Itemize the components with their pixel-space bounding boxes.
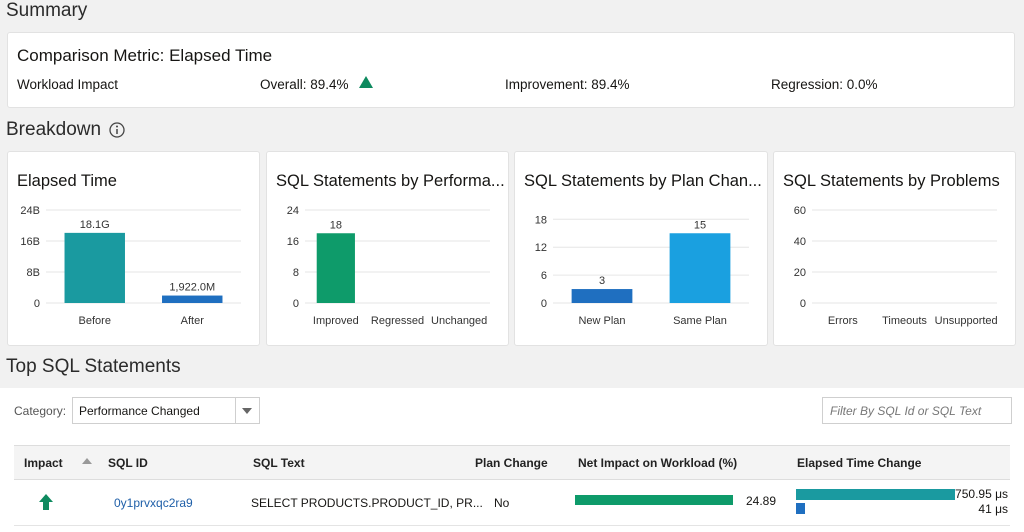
column-header: Plan Change bbox=[475, 456, 548, 470]
category-select[interactable]: Performance Changed bbox=[72, 397, 260, 424]
summary-card: Comparison Metric: Elapsed Time Workload… bbox=[7, 32, 1015, 108]
top-sql-heading: Top SQL Statements bbox=[6, 356, 181, 377]
bar bbox=[571, 289, 633, 303]
y-tick-label: 0 bbox=[800, 298, 806, 310]
regression: Regression: 0.0% bbox=[771, 77, 878, 92]
x-tick-label: Regressed bbox=[371, 315, 424, 327]
metric: Comparison Metric: Elapsed Time bbox=[17, 46, 273, 65]
impact-arrow bbox=[39, 494, 53, 510]
y-tick-label: 16B bbox=[20, 236, 40, 248]
chart-title: SQL Statements by Performa... bbox=[276, 172, 505, 190]
chart-card: SQL Statements by Performa... 0 8 16 24 18 Imp… bbox=[266, 151, 509, 346]
chart-card: SQL Statements by Plan Chan... 0 6 12 18 3 New… bbox=[514, 151, 768, 346]
value-label: 3 bbox=[599, 275, 605, 287]
elapsed-label: 41 μs bbox=[978, 502, 1008, 516]
column-header: SQL ID bbox=[108, 456, 148, 470]
x-tick-label: Before bbox=[79, 315, 111, 327]
y-tick-label: 8B bbox=[27, 267, 40, 279]
chart-title: Elapsed Time bbox=[17, 172, 117, 190]
y-tick-label: 60 bbox=[794, 205, 806, 217]
chart-card: SQL Statements by Problems 0 20 40 60 Errors T… bbox=[773, 151, 1016, 346]
filter-placeholder: Filter By SQL Id or SQL Text bbox=[830, 404, 982, 418]
elapsed-label: 750.95 μs bbox=[955, 487, 1008, 501]
y-tick-label: 6 bbox=[541, 270, 547, 282]
y-tick-label: 0 bbox=[34, 298, 40, 310]
sql-id[interactable]: 0y1prvxqc2ra9 bbox=[114, 496, 193, 510]
chart: 0 8B 16B 24B 18.1G Before 1,922.0M After bbox=[20, 205, 241, 327]
overall: Overall: 89.4% bbox=[260, 77, 349, 92]
y-tick-label: 18 bbox=[535, 214, 547, 226]
value-label: 18.1G bbox=[80, 219, 110, 231]
bar bbox=[669, 233, 731, 303]
filter-input[interactable]: Filter By SQL Id or SQL Text bbox=[822, 397, 1012, 424]
value-label: 18 bbox=[330, 219, 342, 231]
chart: 0 8 16 24 18 Improved Regressed Unchanged bbox=[287, 205, 490, 327]
bar bbox=[316, 233, 355, 303]
breakdown-heading: Breakdown bbox=[6, 119, 102, 140]
x-tick-label: After bbox=[181, 315, 205, 327]
sort-indicator[interactable] bbox=[81, 456, 93, 466]
y-tick-label: 40 bbox=[794, 236, 806, 248]
table-header bbox=[14, 445, 1010, 480]
chart: 0 6 12 18 3 New Plan 15 Same Plan bbox=[535, 214, 749, 327]
info-icon[interactable] bbox=[108, 121, 126, 139]
elapsed-bar bbox=[796, 503, 805, 514]
y-tick-label: 12 bbox=[535, 242, 547, 254]
y-tick-label: 16 bbox=[287, 236, 299, 248]
up-triangle bbox=[359, 76, 373, 88]
category-label: Category: bbox=[14, 404, 67, 418]
value-label: 1,922.0M bbox=[169, 282, 215, 294]
row-border bbox=[14, 525, 1010, 526]
x-tick-label: Unsupported bbox=[935, 315, 998, 327]
y-tick-label: 20 bbox=[794, 267, 806, 279]
x-tick-label: New Plan bbox=[578, 315, 625, 327]
improvement: Improvement: 89.4% bbox=[505, 77, 630, 92]
x-tick-label: Improved bbox=[313, 315, 359, 327]
chart-title: SQL Statements by Problems bbox=[783, 172, 1000, 190]
workload-label: Workload Impact bbox=[17, 77, 119, 92]
column-header: Elapsed Time Change bbox=[797, 456, 922, 470]
y-tick-label: 0 bbox=[541, 298, 547, 310]
y-tick-label: 24B bbox=[20, 205, 40, 217]
summary-heading: Summary bbox=[6, 0, 88, 21]
net-impact-value: 24.89 bbox=[745, 494, 776, 508]
y-tick-label: 8 bbox=[293, 267, 299, 279]
column-header: SQL Text bbox=[253, 456, 305, 470]
chart-card: Elapsed Time 0 8B 16B 24B 18.1G Before 1,922.0M… bbox=[7, 151, 260, 346]
x-tick-label: Unchanged bbox=[431, 315, 487, 327]
sql-text: SELECT PRODUCTS.PRODUCT_ID, PR... bbox=[251, 496, 483, 510]
category-value: Performance Changed bbox=[79, 404, 200, 418]
x-tick-label: Same Plan bbox=[673, 315, 727, 327]
net-impact-bar bbox=[575, 495, 733, 505]
y-tick-label: 0 bbox=[293, 298, 299, 310]
bar bbox=[162, 295, 223, 303]
column-header: Net Impact on Workload (%) bbox=[578, 456, 738, 470]
plan-change: No bbox=[494, 496, 510, 510]
column-header: Impact bbox=[24, 456, 63, 470]
chart-title: SQL Statements by Plan Chan... bbox=[524, 172, 762, 190]
top-sql-panel: Category: Performance Changed Filter By … bbox=[0, 388, 1024, 532]
bar bbox=[64, 232, 125, 303]
value-label: 15 bbox=[694, 219, 706, 231]
y-tick-label: 24 bbox=[287, 205, 299, 217]
chart: 0 20 40 60 Errors Timeouts Unsupported bbox=[794, 205, 998, 327]
x-tick-label: Timeouts bbox=[882, 315, 927, 327]
elapsed-bar bbox=[796, 489, 955, 500]
x-tick-label: Errors bbox=[828, 315, 858, 327]
